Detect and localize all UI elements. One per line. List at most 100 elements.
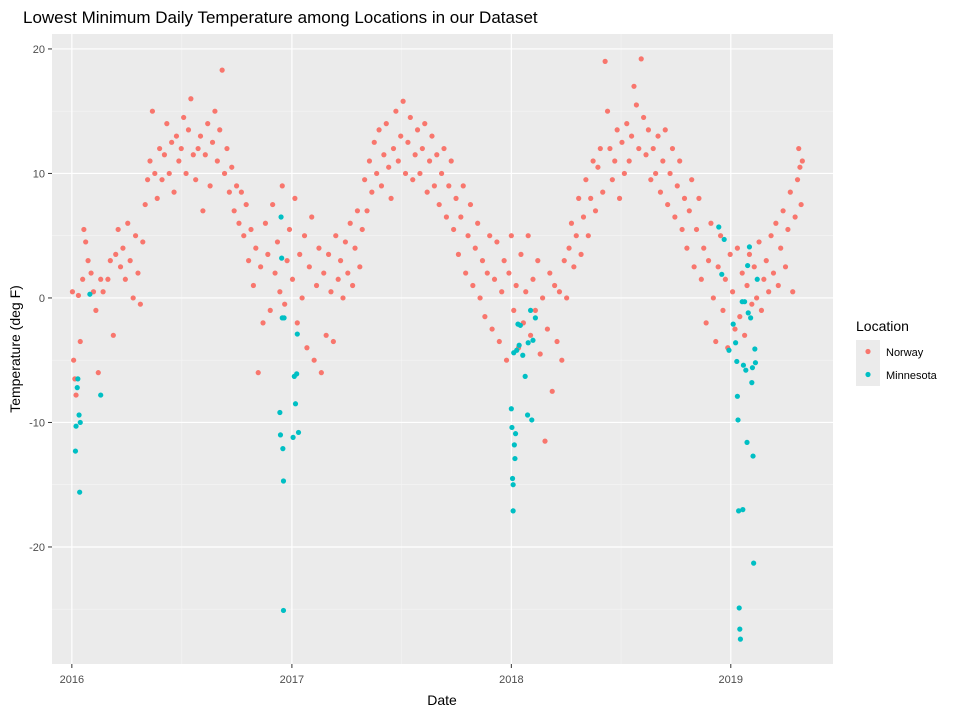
point-minnesota xyxy=(98,392,104,398)
point-minnesota xyxy=(726,347,732,353)
point-norway xyxy=(262,220,269,226)
point-norway xyxy=(552,282,558,289)
point-norway xyxy=(255,370,261,376)
point-norway xyxy=(318,370,324,376)
point-norway xyxy=(292,195,298,201)
point-minnesota xyxy=(292,401,299,407)
point-norway xyxy=(554,338,560,345)
y-tick-label: 20 xyxy=(33,44,45,56)
point-norway xyxy=(746,251,753,257)
point-norway xyxy=(494,239,500,245)
point-minnesota xyxy=(295,429,302,436)
point-minnesota xyxy=(716,224,722,230)
point-norway xyxy=(173,133,180,139)
point-norway xyxy=(744,282,750,289)
point-norway xyxy=(371,139,377,145)
point-norway xyxy=(265,251,271,257)
y-tick-label: -10 xyxy=(29,417,45,429)
point-norway xyxy=(117,264,124,270)
point-norway xyxy=(535,258,541,264)
point-norway xyxy=(398,133,404,139)
point-norway xyxy=(350,282,356,289)
point-norway xyxy=(260,320,266,326)
point-norway xyxy=(383,121,389,127)
point-norway xyxy=(357,264,363,270)
point-norway xyxy=(544,326,551,332)
point-norway xyxy=(362,177,368,183)
point-norway xyxy=(773,220,779,226)
point-norway xyxy=(233,183,240,189)
point-minnesota xyxy=(752,360,759,366)
point-norway xyxy=(441,145,447,152)
point-norway xyxy=(782,264,789,270)
point-norway xyxy=(75,292,82,299)
point-norway xyxy=(612,158,618,164)
point-norway xyxy=(460,183,466,189)
point-norway xyxy=(653,170,659,177)
point-minnesota xyxy=(73,423,79,429)
point-norway xyxy=(188,96,194,102)
point-minnesota xyxy=(522,373,528,379)
point-norway xyxy=(681,195,688,201)
point-norway xyxy=(197,133,204,139)
point-minnesota xyxy=(736,508,742,514)
point-minnesota xyxy=(734,393,741,399)
point-norway xyxy=(272,270,278,276)
point-norway xyxy=(770,270,777,276)
point-norway xyxy=(626,158,632,164)
point-norway xyxy=(703,320,709,326)
point-norway xyxy=(643,152,649,158)
point-norway xyxy=(207,183,213,189)
point-norway xyxy=(209,139,216,145)
point-minnesota xyxy=(525,340,531,346)
point-norway xyxy=(393,108,399,114)
point-norway xyxy=(573,233,579,239)
point-minnesota xyxy=(509,475,516,482)
y-tick-label: 0 xyxy=(39,293,45,305)
point-norway xyxy=(631,83,637,89)
point-norway xyxy=(487,233,493,239)
y-tick-label: 10 xyxy=(33,168,45,180)
point-norway xyxy=(340,295,346,301)
point-norway xyxy=(482,314,488,320)
point-minnesota xyxy=(512,455,518,462)
point-minnesota xyxy=(290,434,296,440)
point-norway xyxy=(306,264,312,270)
y-axis-title: Temperature (deg F) xyxy=(7,285,23,413)
point-norway xyxy=(236,220,242,226)
plot-panel xyxy=(52,34,833,664)
point-norway xyxy=(152,170,158,177)
point-norway xyxy=(157,145,163,152)
point-norway xyxy=(110,332,116,338)
point-norway xyxy=(185,127,192,133)
point-minnesota xyxy=(75,376,81,382)
point-norway xyxy=(366,158,373,164)
point-norway xyxy=(238,189,244,195)
point-norway xyxy=(277,289,283,295)
point-norway xyxy=(713,338,719,345)
point-norway xyxy=(708,220,714,226)
point-norway xyxy=(183,170,189,177)
data-points xyxy=(69,56,805,642)
point-norway xyxy=(729,289,736,295)
point-norway xyxy=(345,270,351,276)
point-norway xyxy=(424,189,430,195)
point-norway xyxy=(684,245,690,251)
point-minnesota xyxy=(511,442,517,448)
point-norway xyxy=(751,264,757,270)
point-norway xyxy=(253,245,259,251)
point-norway xyxy=(267,307,273,313)
point-norway xyxy=(513,282,519,289)
point-norway xyxy=(754,295,760,301)
point-norway xyxy=(402,170,409,177)
point-norway xyxy=(470,282,476,289)
point-norway xyxy=(429,133,435,139)
point-norway xyxy=(619,139,625,145)
point-norway xyxy=(559,357,565,363)
point-norway xyxy=(761,276,767,282)
point-norway xyxy=(73,392,79,398)
point-norway xyxy=(130,295,136,301)
point-norway xyxy=(722,276,728,282)
point-norway xyxy=(633,102,640,108)
legend-title: Location xyxy=(856,318,909,334)
